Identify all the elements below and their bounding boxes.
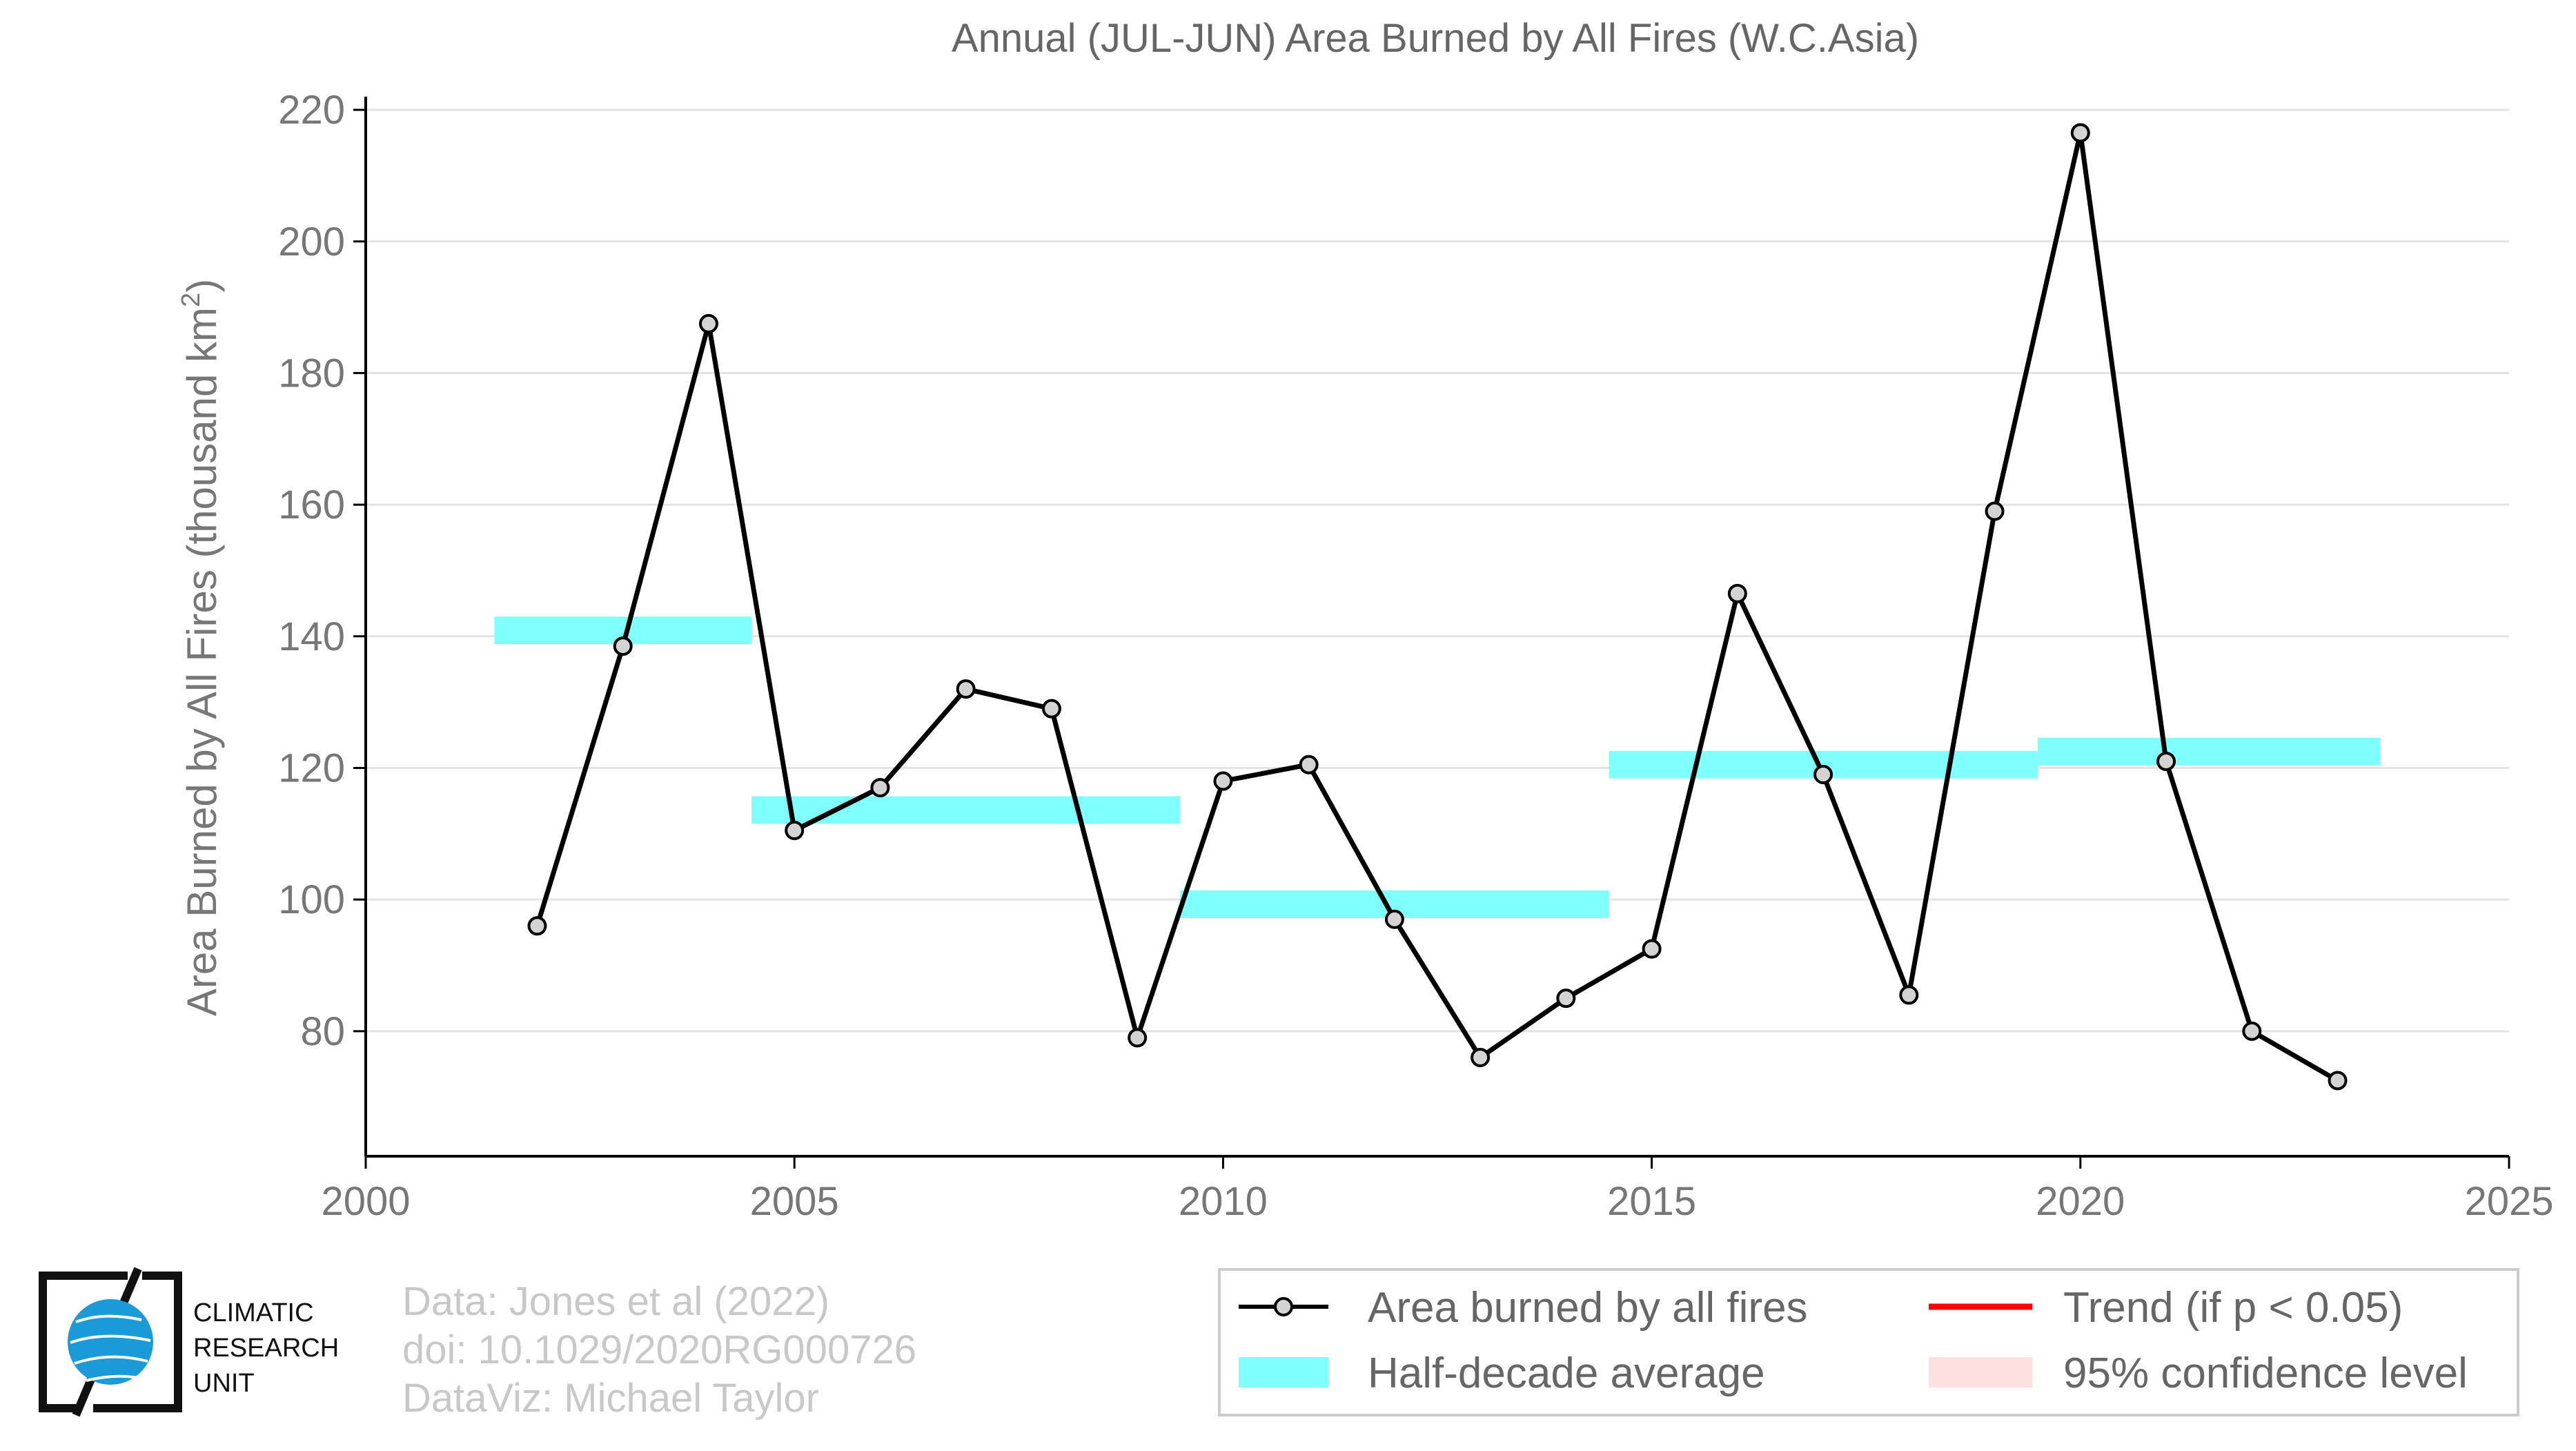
legend-label-half-decade: Half-decade average: [1368, 1350, 1765, 1397]
globe-icon: [68, 1299, 153, 1385]
x-tick-label-2025: 2025: [2464, 1179, 2553, 1224]
legend-entry-trend: Trend (if p < 0.05): [1929, 1284, 2403, 1332]
y-axis-label-end: ): [179, 279, 225, 293]
data-point-2010: [1213, 771, 1233, 791]
data-point-2005: [785, 821, 805, 841]
credit-data-source: Data: Jones et al (2022): [402, 1279, 829, 1324]
series-line-1: [535, 130, 2339, 1083]
legend-half-decade-swatch: [1239, 1357, 1328, 1387]
tick-labels: 80 100 120 140 160 180 200 220 2000 2005 2010 2015 2…: [278, 88, 2553, 1224]
legend-series-marker-swatch: [1274, 1297, 1293, 1316]
data-point-2017: [1813, 765, 1833, 785]
data-point-2018: [1899, 985, 1919, 1005]
y-tick-label-180: 180: [278, 351, 345, 396]
y-tick-label-200: 200: [278, 220, 345, 264]
half-decade-bar-5: [2037, 737, 2381, 766]
data-point-2008: [1041, 699, 1061, 719]
data-point-2011: [1299, 754, 1319, 775]
logo-bracket-left: [39, 1272, 128, 1412]
area-burned-series: [527, 123, 2348, 1091]
y-axis-label-superscript: 2: [177, 293, 206, 307]
globe-lines-icon: [70, 1314, 151, 1382]
legend-label-trend: Trend (if p < 0.05): [2063, 1284, 2403, 1332]
data-point-2003: [613, 636, 633, 656]
credit-doi: doi: 10.1029/2020RG000726: [402, 1327, 916, 1372]
data-point-2007: [956, 679, 976, 699]
legend-entry-half-decade: Half-decade average: [1239, 1350, 1765, 1397]
axes: [353, 97, 2510, 1169]
data-point-2015: [1642, 939, 1662, 959]
data-point-2009: [1128, 1028, 1148, 1048]
data-point-2016: [1727, 583, 1747, 603]
x-tick-label-2015: 2015: [1607, 1179, 1696, 1224]
y-tick-label-120: 120: [278, 746, 345, 790]
data-point-2002: [527, 916, 547, 936]
y-tick-label-140: 140: [278, 614, 345, 659]
half-decade-bar-2: [751, 796, 1181, 824]
y-tick-label-80: 80: [300, 1009, 345, 1054]
x-tick-label-2020: 2020: [2036, 1179, 2125, 1224]
data-point-2012: [1384, 909, 1404, 929]
data-point-2014: [1556, 989, 1576, 1009]
legend-entry-confidence: 95% confidence level: [1929, 1350, 2468, 1397]
legend-frame: [1218, 1268, 2519, 1416]
legend: Area burned by all fires Half-decade ave…: [1218, 1268, 2519, 1416]
data-point-2020: [2070, 123, 2090, 143]
data-point-2019: [1985, 501, 2005, 521]
x-tick-label-2000: 2000: [321, 1179, 410, 1224]
credit-dataviz: DataViz: Michael Taylor: [402, 1376, 819, 1421]
y-tick-label-220: 220: [278, 88, 345, 133]
data-point-2006: [870, 778, 890, 798]
y-tick-label-160: 160: [278, 483, 345, 527]
data-point-2021: [2156, 751, 2176, 771]
chart-title: Annual (JUL-JUN) Area Burned by All Fire…: [952, 16, 1919, 61]
data-point-2023: [2328, 1071, 2348, 1091]
y-axis-label-main: Area Burned by All Fires (thousand km: [179, 307, 225, 1016]
logo-text-research: RESEARCH: [193, 1334, 339, 1363]
logo-text-unit: UNIT: [193, 1369, 255, 1398]
half-decade-average-bands: [494, 616, 2381, 918]
x-tick-label-2010: 2010: [1179, 1179, 1268, 1224]
y-tick-label-100: 100: [278, 877, 345, 922]
cru-logo: CLIMATIC RESEARCH UNIT: [39, 1267, 339, 1417]
legend-confidence-swatch: [1929, 1357, 2032, 1387]
legend-label-series: Area burned by all fires: [1368, 1284, 1808, 1332]
logo-text-climatic: CLIMATIC: [193, 1298, 314, 1327]
y-axis-label: Area Burned by All Fires (thousand km2): [177, 279, 225, 1016]
legend-label-confidence: 95% confidence level: [2063, 1350, 2468, 1397]
logo-bracket-right: [93, 1272, 182, 1412]
data-point-2013: [1471, 1047, 1491, 1067]
data-point-2022: [2242, 1021, 2262, 1041]
x-tick-label-2005: 2005: [750, 1179, 839, 1224]
legend-entry-series: Area burned by all fires: [1239, 1284, 1808, 1332]
data-point-2004: [698, 313, 718, 333]
